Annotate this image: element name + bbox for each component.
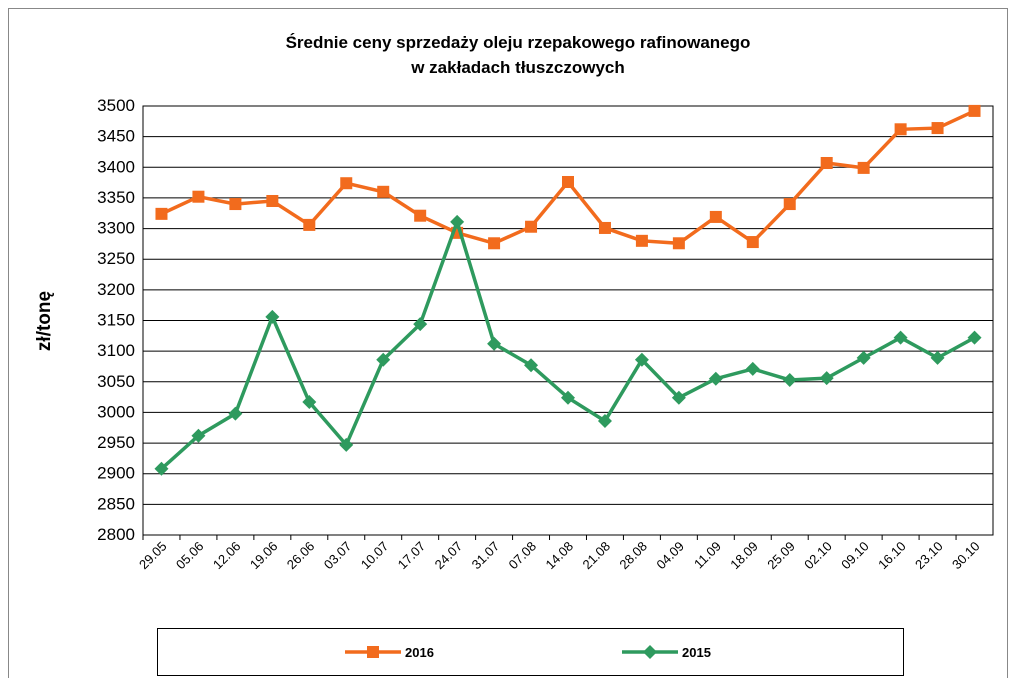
chart-frame: [8, 8, 1008, 678]
marker: [783, 198, 796, 211]
marker: [894, 123, 907, 136]
marker: [303, 218, 316, 231]
legend-label: 2016: [405, 645, 434, 660]
y-tick-label: 2850: [97, 494, 135, 513]
marker: [450, 214, 465, 229]
marker: [302, 395, 317, 410]
marker: [413, 317, 428, 332]
chart-title: Średnie ceny sprzedaży oleju rzepakowego…: [286, 33, 751, 52]
marker: [562, 175, 574, 188]
marker: [672, 237, 685, 250]
marker: [931, 122, 944, 135]
marker: [414, 209, 427, 222]
y-tick-label: 3300: [97, 219, 135, 238]
marker: [893, 330, 908, 345]
marker: [525, 220, 538, 233]
marker: [930, 350, 945, 365]
legend-label: 2015: [682, 645, 711, 660]
marker: [635, 234, 648, 247]
legend-box: [157, 628, 904, 676]
marker: [709, 210, 722, 223]
y-tick-label: 3350: [97, 188, 135, 207]
marker: [266, 194, 279, 207]
y-tick-label: 3000: [97, 402, 135, 421]
marker: [967, 330, 982, 345]
marker: [746, 236, 759, 249]
y-tick-label: 2950: [97, 433, 135, 452]
marker: [376, 352, 391, 367]
marker: [782, 372, 797, 387]
y-tick-label: 3150: [97, 311, 135, 330]
marker: [191, 428, 206, 443]
marker: [856, 350, 871, 365]
y-axis-label: zł/tonę: [34, 291, 55, 351]
marker: [377, 185, 390, 198]
marker: [155, 207, 168, 220]
marker: [488, 237, 501, 250]
marker: [745, 361, 760, 376]
marker: [819, 371, 834, 386]
marker: [597, 414, 612, 429]
marker: [598, 221, 611, 234]
y-tick-label: 3200: [97, 280, 135, 299]
marker: [367, 646, 379, 658]
marker: [561, 390, 575, 405]
marker: [339, 437, 354, 452]
plot-border: [142, 105, 994, 536]
marker: [265, 309, 280, 324]
y-tick-label: 3450: [97, 127, 135, 146]
marker: [340, 177, 353, 190]
y-tick-label: 3400: [97, 157, 135, 176]
y-tick-label: 3500: [97, 96, 135, 115]
marker: [228, 406, 243, 421]
marker: [643, 645, 657, 659]
y-tick-label: 2900: [97, 464, 135, 483]
marker: [634, 352, 649, 367]
marker: [192, 190, 205, 203]
marker: [229, 198, 242, 211]
marker: [154, 461, 169, 476]
marker: [524, 358, 539, 373]
marker: [671, 390, 686, 405]
marker: [857, 161, 870, 174]
marker: [487, 336, 502, 351]
y-tick-label: 3050: [97, 372, 135, 391]
marker: [820, 156, 833, 169]
y-tick-label: 3100: [97, 341, 135, 360]
y-tick-label: 2800: [97, 525, 135, 544]
chart-subtitle: w zakładach tłuszczowych: [410, 58, 625, 77]
y-tick-label: 3250: [97, 249, 135, 268]
marker: [708, 371, 723, 386]
marker: [968, 104, 981, 117]
